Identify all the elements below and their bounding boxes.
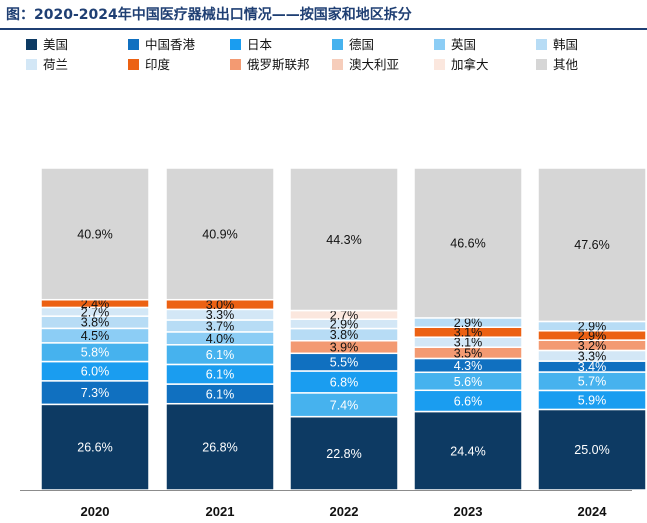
data-label: 47.6% xyxy=(574,238,609,252)
legend-label: 其他 xyxy=(553,57,579,72)
legend-label: 加拿大 xyxy=(451,57,489,72)
x-tick-label: 2024 xyxy=(578,504,608,519)
data-label: 2.4% xyxy=(81,297,110,311)
data-label: 2.7% xyxy=(81,305,110,319)
stacked-bar-chart: 26.6%7.3%6.0%5.8%4.5%3.8%2.7%2.4%40.9%20… xyxy=(20,167,647,519)
data-label: 26.6% xyxy=(77,441,112,455)
legend-swatch xyxy=(434,59,445,70)
chart-title: 图：2020-2024年中国医疗器械出口情况——按国家和地区拆分 xyxy=(6,7,412,23)
bar-segment xyxy=(537,408,647,491)
data-label: 5.6% xyxy=(454,375,483,389)
legend-label: 美国 xyxy=(43,37,69,52)
legend-swatch xyxy=(26,39,37,50)
bar-segment xyxy=(40,403,150,491)
legend-label: 澳大利亚 xyxy=(349,57,400,72)
data-label: 25.0% xyxy=(574,443,609,457)
data-label: 6.0% xyxy=(81,365,110,379)
data-label: 3.7% xyxy=(206,319,235,333)
data-label: 6.8% xyxy=(330,375,359,389)
bar-segment xyxy=(289,415,399,491)
bar-segment xyxy=(289,167,399,312)
data-label: 40.9% xyxy=(77,227,112,241)
data-label: 46.6% xyxy=(450,236,485,250)
chart-legend: 美国 中国香港 日本 德国 英国 韩国荷兰 印度 俄罗斯联邦 澳大利亚 加拿大 其他 xyxy=(26,36,638,78)
legend-swatch xyxy=(536,59,547,70)
legend-label: 荷兰 xyxy=(43,57,69,72)
data-label: 3.8% xyxy=(81,316,110,330)
data-label: 40.9% xyxy=(202,227,237,241)
data-label: 2.7% xyxy=(330,308,359,322)
data-label: 6.1% xyxy=(206,348,235,362)
data-label: 26.8% xyxy=(202,440,237,454)
data-label: 2.9% xyxy=(578,329,607,343)
bar-segment xyxy=(413,167,523,319)
data-label: 44.3% xyxy=(326,233,361,247)
x-tick-label: 2021 xyxy=(206,504,235,519)
data-label: 6.6% xyxy=(454,394,483,408)
data-label: 4.3% xyxy=(454,359,483,373)
x-tick-label: 2023 xyxy=(454,504,483,519)
data-label: 6.1% xyxy=(206,368,235,382)
data-label: 6.1% xyxy=(206,387,235,401)
data-label: 4.5% xyxy=(81,329,110,343)
bar-segment xyxy=(40,167,150,301)
x-tick-label: 2022 xyxy=(330,504,359,519)
data-label: 7.3% xyxy=(81,386,110,400)
legend-label: 英国 xyxy=(451,37,477,52)
data-label: 24.4% xyxy=(450,444,485,458)
legend-label: 中国香港 xyxy=(145,37,196,52)
data-label: 3.3% xyxy=(578,349,607,363)
data-label: 3.4% xyxy=(578,360,607,374)
data-label: 3.1% xyxy=(454,336,483,350)
data-label: 5.7% xyxy=(578,375,607,389)
x-tick-label: 2020 xyxy=(81,504,110,519)
legend-swatch xyxy=(26,59,37,70)
data-label: 3.9% xyxy=(330,341,359,355)
data-label: 7.4% xyxy=(330,398,359,412)
data-label: 5.8% xyxy=(81,346,110,360)
data-label: 5.9% xyxy=(578,393,607,407)
data-label: 5.5% xyxy=(330,356,359,370)
legend-swatch xyxy=(536,39,547,50)
data-label: 3.5% xyxy=(454,346,483,360)
legend-swatch xyxy=(434,39,445,50)
data-label: 3.1% xyxy=(454,326,483,340)
legend-label: 韩国 xyxy=(553,37,579,52)
legend-swatch xyxy=(332,59,343,70)
bar-segment xyxy=(165,167,275,301)
legend-swatch xyxy=(230,39,241,50)
legend-swatch xyxy=(128,39,139,50)
data-label: 2.9% xyxy=(454,316,483,330)
data-label: 3.0% xyxy=(206,298,235,312)
legend-swatch xyxy=(332,39,343,50)
bar-segment xyxy=(537,167,647,323)
data-label: 3.2% xyxy=(578,339,607,353)
legend-label: 印度 xyxy=(145,57,171,72)
legend-label: 日本 xyxy=(247,37,273,52)
legend-swatch xyxy=(230,59,241,70)
data-label: 4.0% xyxy=(206,332,235,346)
data-label: 3.8% xyxy=(330,328,359,342)
data-label: 2.9% xyxy=(330,317,359,331)
legend-label: 俄罗斯联邦 xyxy=(247,57,310,72)
data-label: 3.3% xyxy=(206,308,235,322)
legend-swatch xyxy=(128,59,139,70)
data-label: 2.9% xyxy=(578,320,607,334)
legend-label: 德国 xyxy=(349,37,375,52)
title-divider xyxy=(0,28,647,30)
data-label: 22.8% xyxy=(326,447,361,461)
